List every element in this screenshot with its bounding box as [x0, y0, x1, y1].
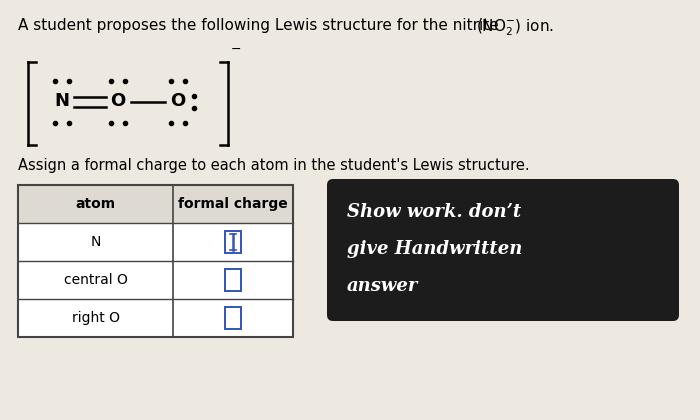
- Bar: [18, 185, 293, 337]
- Text: N: N: [90, 235, 101, 249]
- Text: $\left(\mathrm{NO_2^{-}}\right)$ ion.: $\left(\mathrm{NO_2^{-}}\right)$ ion.: [476, 18, 554, 39]
- Text: N: N: [55, 92, 69, 110]
- Bar: [225, 231, 241, 253]
- Text: answer: answer: [347, 277, 419, 295]
- Text: Show work. don’t: Show work. don’t: [347, 203, 522, 221]
- Text: −: −: [231, 43, 241, 56]
- Text: central O: central O: [64, 273, 127, 287]
- Text: give Handwritten: give Handwritten: [347, 240, 522, 258]
- Bar: [225, 269, 241, 291]
- Text: Assign a formal charge to each atom in the student's Lewis structure.: Assign a formal charge to each atom in t…: [18, 158, 530, 173]
- Text: formal charge: formal charge: [178, 197, 288, 211]
- Bar: [18, 185, 293, 223]
- Text: O: O: [111, 92, 125, 110]
- Text: A student proposes the following Lewis structure for the nitrite: A student proposes the following Lewis s…: [18, 18, 503, 33]
- Bar: [18, 185, 293, 337]
- Text: atom: atom: [76, 197, 116, 211]
- Bar: [225, 307, 241, 329]
- Text: right O: right O: [71, 311, 120, 325]
- Text: O: O: [170, 92, 186, 110]
- FancyBboxPatch shape: [327, 179, 679, 321]
